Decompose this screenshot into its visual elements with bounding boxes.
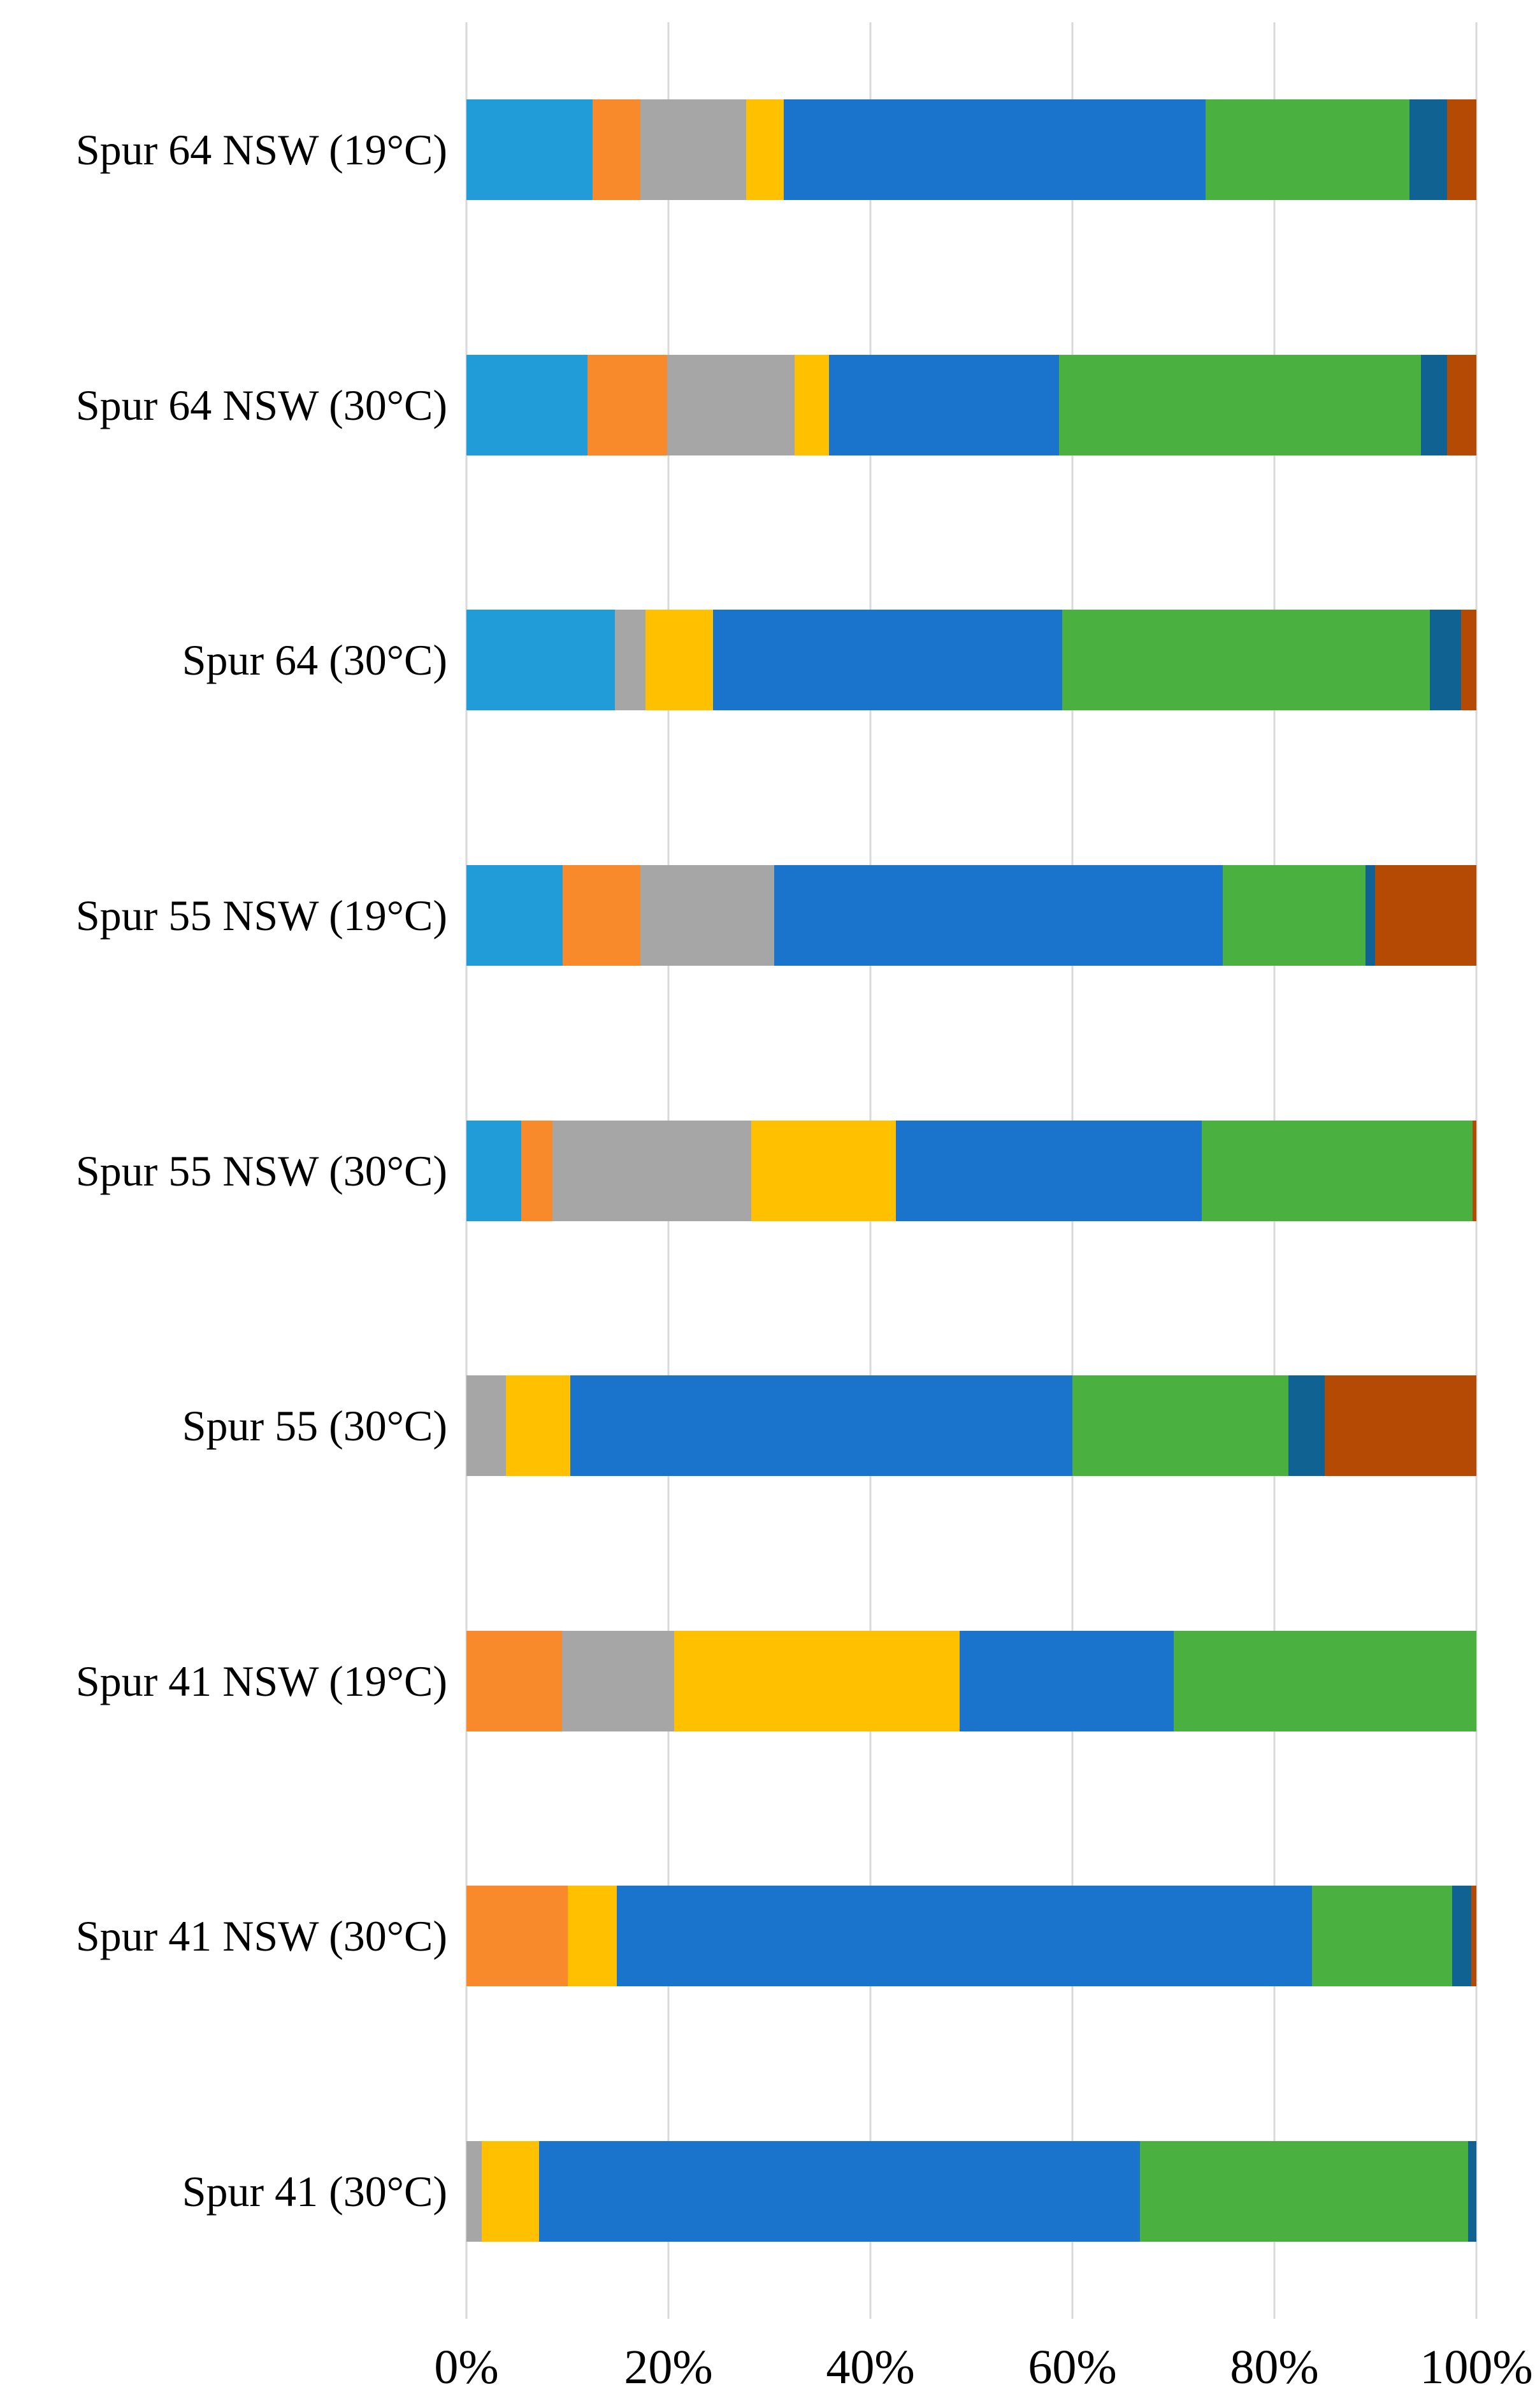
bar-segment-yellow: [505, 1375, 571, 1477]
bar-segment-light-blue: [466, 610, 615, 711]
bar-segment-orange: [521, 1120, 552, 1221]
x-axis-tick-label: 40%: [826, 2340, 915, 2394]
bar-row: Spur 55 (30°C): [182, 1298, 1476, 1554]
bar-segment-green: [1311, 1886, 1452, 1987]
bar-segment-gray: [667, 354, 795, 455]
bar-row: Spur 64 NSW (30°C): [76, 278, 1476, 533]
bar-segment-blue: [570, 1375, 1072, 1477]
category-label: Spur 64 NSW (30°C): [75, 380, 447, 429]
bar-segment-yellow: [674, 1630, 960, 1731]
bar-rows-container: Spur 64 NSW (19°C) Spur 64 NSW (30°C) Spur…: [76, 22, 1476, 2319]
bar-segment-orange: [593, 99, 640, 201]
x-axis: 0% 20% 40% 60% 80% 100%: [434, 2332, 1532, 2408]
bar-row: Spur 41 (30°C): [182, 2064, 1476, 2319]
category-label: Spur 55 NSW (30°C): [75, 1146, 447, 1195]
bar-segment-dark-blue: [1452, 1886, 1472, 1987]
bar-segment-green: [1174, 1630, 1476, 1731]
bar-segment-yellow: [481, 2140, 540, 2242]
bar-segment-gray: [640, 99, 747, 201]
bar-segment-brown: [1325, 1375, 1476, 1477]
bar-segment-green: [1140, 2140, 1469, 2242]
bar-segment-green: [1072, 1375, 1289, 1477]
bar-segment-dark-blue: [1365, 864, 1376, 966]
x-axis-tick-label: 20%: [624, 2340, 713, 2394]
bar-segment-blue: [712, 610, 1063, 711]
bar-segment-blue: [828, 354, 1060, 455]
plot-area: Spur 64 NSW (19°C) Spur 64 NSW (30°C) Spur…: [76, 22, 1478, 2319]
category-label: Spur 41 NSW (19°C): [75, 1656, 447, 1705]
stacked-bar: [466, 610, 1476, 711]
bar-row: Spur 41 NSW (19°C): [76, 1553, 1476, 1809]
bar-segment-dark-blue: [1468, 2140, 1476, 2242]
bar-segment-dark-blue: [1420, 354, 1447, 455]
bar-segment-yellow: [645, 610, 713, 711]
category-label: Spur 64 NSW (19°C): [75, 125, 447, 175]
bar-segment-green: [1062, 610, 1431, 711]
bar-segment-gray: [640, 864, 775, 966]
bar-segment-blue: [774, 864, 1223, 966]
bar-segment-gray: [466, 1375, 506, 1477]
bar-segment-gray: [614, 610, 645, 711]
bar-segment-blue: [539, 2140, 1141, 2242]
bar-segment-orange: [466, 1886, 568, 1987]
bar-segment-brown: [1375, 864, 1476, 966]
bar-segment-yellow: [746, 99, 784, 201]
bar-row: Spur 55 NSW (19°C): [76, 788, 1476, 1043]
category-label: Spur 55 NSW (19°C): [75, 891, 447, 940]
bar-segment-gray: [552, 1120, 751, 1221]
bar-segment-yellow: [751, 1120, 896, 1221]
bar-segment-green: [1223, 864, 1366, 966]
bar-segment-dark-blue: [1409, 99, 1447, 201]
bar-segment-brown: [1472, 1120, 1476, 1221]
bar-segment-blue: [617, 1886, 1312, 1987]
category-label: Spur 41 NSW (30°C): [75, 1912, 447, 1961]
bar-row: Spur 41 NSW (30°C): [76, 1809, 1476, 2064]
category-label: Spur 55 (30°C): [182, 1401, 447, 1451]
bar-segment-dark-blue: [1430, 610, 1462, 711]
bar-segment-brown: [1461, 610, 1476, 711]
bar-segment-light-blue: [466, 1120, 521, 1221]
stacked-bar: [466, 99, 1476, 201]
bar-segment-orange: [466, 1630, 563, 1731]
x-axis-tick-label: 60%: [1028, 2340, 1117, 2394]
category-label: Spur 41 (30°C): [182, 2167, 447, 2216]
bar-row: Spur 64 (30°C): [182, 533, 1476, 788]
bar-segment-yellow: [567, 1886, 617, 1987]
bar-segment-green: [1206, 99, 1410, 201]
x-axis-tick-label: 80%: [1230, 2340, 1319, 2394]
x-axis-tick-label: 100%: [1420, 2340, 1533, 2394]
stacked-bar: [466, 354, 1476, 455]
bar-segment-orange: [562, 864, 640, 966]
gridline-100: [1475, 22, 1478, 2319]
bar-segment-light-blue: [466, 864, 563, 966]
bar-segment-gray: [466, 2140, 482, 2242]
bar-segment-orange: [587, 354, 668, 455]
bar-row: Spur 55 NSW (30°C): [76, 1043, 1476, 1298]
stacked-bar: [466, 1630, 1476, 1731]
bar-segment-light-blue: [466, 354, 588, 455]
bar-segment-brown: [1446, 354, 1476, 455]
stacked-bar: [466, 2140, 1476, 2242]
bar-segment-green: [1201, 1120, 1473, 1221]
bar-segment-brown: [1446, 99, 1476, 201]
x-axis-tick-label: 0%: [434, 2340, 499, 2394]
bar-row: Spur 64 NSW (19°C): [76, 22, 1476, 278]
bar-segment-blue: [895, 1120, 1202, 1221]
bar-segment-yellow: [795, 354, 829, 455]
bar-segment-blue: [959, 1630, 1174, 1731]
stacked-bar: [466, 1886, 1476, 1987]
stacked-bar: [466, 1375, 1476, 1477]
bar-segment-dark-blue: [1288, 1375, 1325, 1477]
bar-segment-gray: [562, 1630, 674, 1731]
stacked-bar: [466, 1120, 1476, 1221]
bar-segment-light-blue: [466, 99, 593, 201]
bar-segment-brown: [1471, 1886, 1476, 1987]
stacked-bar: [466, 864, 1476, 966]
category-label: Spur 64 (30°C): [182, 636, 447, 685]
bar-segment-blue: [783, 99, 1206, 201]
bar-segment-green: [1059, 354, 1421, 455]
